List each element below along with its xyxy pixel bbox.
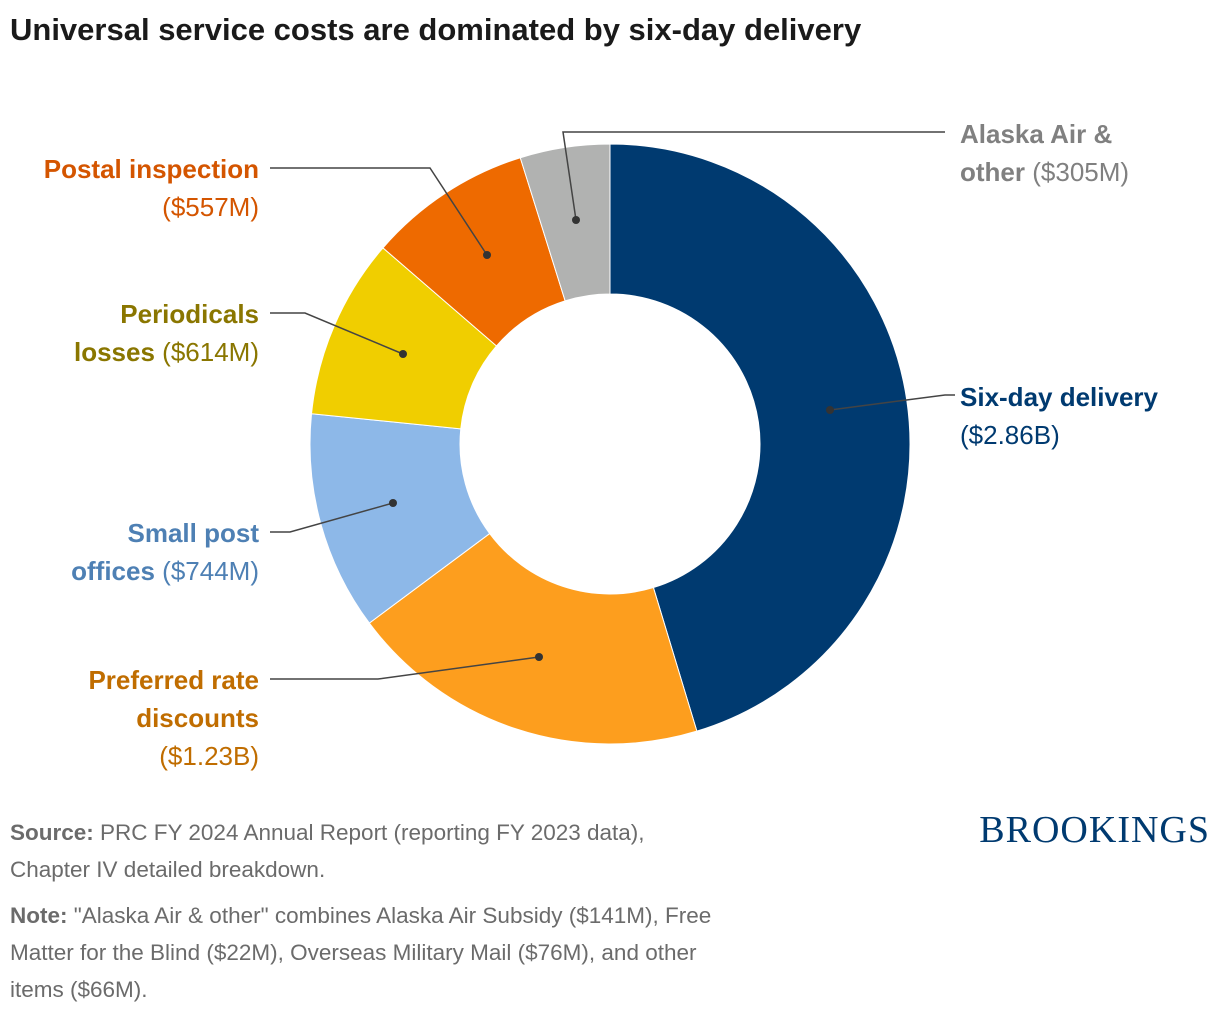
label-periodicals: Periodicals losses ($614M) xyxy=(74,295,259,371)
label-value: ($614M) xyxy=(162,337,259,367)
label-name: Alaska Air & xyxy=(960,119,1113,149)
marker-periodicals xyxy=(399,350,407,358)
leader-preferred xyxy=(270,656,540,680)
marker-preferred xyxy=(535,653,543,661)
marker-six-day xyxy=(826,406,834,414)
leader-alaska xyxy=(562,131,945,221)
label-alaska: Alaska Air & other ($305M) xyxy=(960,115,1129,191)
label-value: ($557M) xyxy=(162,192,259,222)
note-text: "Alaska Air & other" combines Alaska Air… xyxy=(73,903,712,928)
label-name: Preferred rate xyxy=(88,665,259,695)
label-name: Small post xyxy=(127,518,259,548)
label-name: Postal inspection xyxy=(43,154,259,184)
label-value: ($305M) xyxy=(1032,157,1130,187)
slice-alaska-air-other xyxy=(519,143,611,302)
footnote: Note: "Alaska Air & other" combines Alas… xyxy=(10,897,711,1008)
label-value: ($1.23B) xyxy=(159,741,259,771)
note-text: Matter for the Blind ($22M), Overseas Mi… xyxy=(10,940,697,965)
label-value: ($744M) xyxy=(162,556,259,586)
slice-six-day-delivery xyxy=(609,143,911,732)
source-text: PRC FY 2024 Annual Report (reporting FY … xyxy=(100,820,645,845)
marker-alaska xyxy=(572,216,580,224)
label-small: Small post offices ($744M) xyxy=(71,514,259,590)
leader-six-day xyxy=(829,394,955,411)
note-text: items ($66M). xyxy=(10,977,148,1002)
label-value: ($2.86B) xyxy=(960,420,1060,450)
slice-preferred-rate-discounts xyxy=(368,532,698,745)
leader-small xyxy=(270,502,394,533)
marker-small xyxy=(389,499,397,507)
source-text: Chapter IV detailed breakdown. xyxy=(10,857,326,882)
label-name: Periodicals xyxy=(120,299,259,329)
label-six-day: Six-day delivery ($2.86B) xyxy=(960,378,1158,454)
source-label: Source: xyxy=(10,820,94,845)
label-name: losses xyxy=(73,337,155,367)
label-inspection: Postal inspection ($557M) xyxy=(44,150,259,226)
label-preferred: Preferred rate discounts ($1.23B) xyxy=(88,661,259,775)
brookings-logo: BROOKINGS xyxy=(979,809,1210,851)
chart-title: Universal service costs are dominated by… xyxy=(10,12,862,47)
note-label: Note: xyxy=(10,903,68,928)
slice-small-post-offices xyxy=(309,413,491,624)
label-name: discounts xyxy=(136,703,259,733)
leader-inspection xyxy=(270,167,488,256)
leader-periodicals xyxy=(270,312,404,355)
source-note: Source: PRC FY 2024 Annual Report (repor… xyxy=(10,814,645,888)
label-name: other xyxy=(960,157,1025,187)
label-name: offices xyxy=(71,556,155,586)
label-name: Six-day delivery xyxy=(960,382,1158,412)
marker-inspection xyxy=(483,251,491,259)
